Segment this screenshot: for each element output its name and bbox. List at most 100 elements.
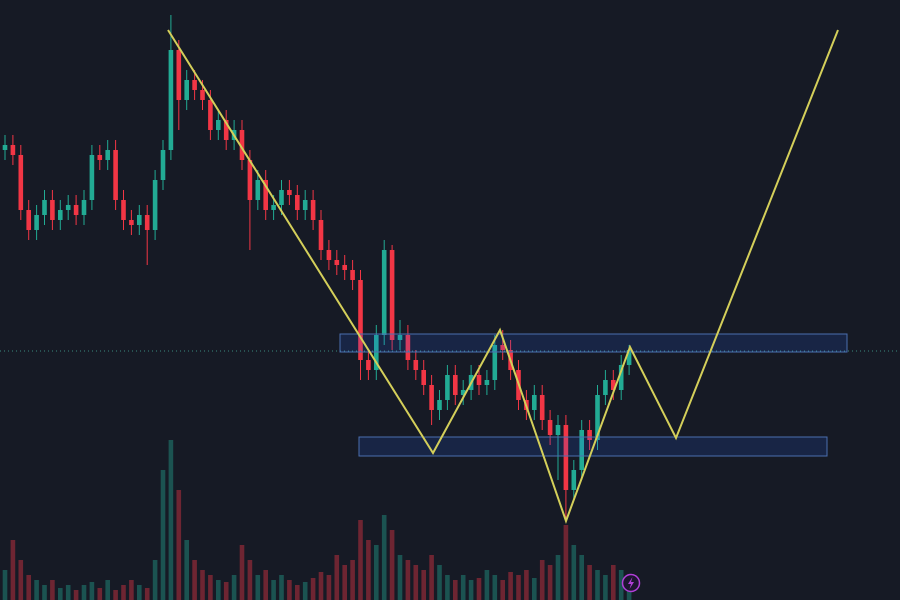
volume-bar — [144, 588, 150, 600]
volume-bar — [81, 585, 87, 600]
candle-body — [263, 180, 268, 210]
volume-bar — [137, 585, 142, 600]
volume-bar — [618, 570, 624, 600]
volume-bar — [484, 570, 490, 600]
candle-body — [26, 210, 31, 230]
candle-body — [413, 360, 419, 370]
volume-bar — [105, 580, 110, 600]
candle-body — [437, 400, 442, 410]
volume-bar — [192, 560, 197, 600]
volume-bar — [397, 555, 403, 600]
candle-body — [239, 130, 245, 160]
candle-body — [160, 150, 166, 180]
volume-bar — [10, 540, 16, 600]
volume-bar — [389, 530, 395, 600]
volume-bar — [508, 572, 513, 600]
candle-body — [500, 345, 505, 350]
candle-body — [389, 250, 395, 340]
candle-body — [58, 210, 63, 220]
candle-body — [326, 250, 332, 260]
volume-bar — [350, 560, 355, 600]
volume-bar — [58, 588, 63, 600]
volume-bar — [318, 572, 324, 600]
candle-body — [547, 420, 553, 435]
candle-body — [555, 425, 561, 435]
volume-bar — [532, 578, 537, 600]
candle-body — [405, 335, 411, 360]
candle-body — [579, 430, 584, 470]
volume-bar — [50, 580, 55, 600]
volume-bar — [358, 520, 363, 600]
candle-body — [73, 205, 79, 215]
candle-body — [358, 280, 363, 360]
candle-body — [350, 270, 355, 280]
candle-body — [295, 195, 300, 210]
volume-bar — [310, 578, 316, 600]
candle-body — [129, 220, 134, 225]
candle-body — [445, 375, 450, 400]
candle-body — [152, 180, 158, 230]
candle-body — [381, 250, 387, 335]
candle-body — [81, 200, 87, 215]
candle-body — [334, 260, 340, 265]
candle-body — [271, 205, 276, 210]
volume-bar — [113, 590, 118, 600]
candle-body — [144, 215, 150, 230]
volume-bar — [34, 580, 39, 600]
volume-bar — [168, 440, 174, 600]
volume-bar — [539, 560, 545, 600]
volume-bar — [208, 575, 213, 600]
candle-body — [453, 375, 458, 395]
candle-body — [476, 375, 482, 385]
candle-body — [18, 155, 24, 210]
volume-bar — [287, 580, 292, 600]
candle-body — [421, 370, 426, 385]
volume-bar — [263, 570, 268, 600]
lightning-icon[interactable] — [621, 573, 641, 593]
volume-bar — [216, 580, 221, 600]
candle-body — [184, 80, 189, 100]
volume-bar — [97, 588, 103, 600]
volume-bar — [334, 555, 340, 600]
candle-body — [137, 215, 142, 225]
candle-body — [200, 90, 205, 100]
volume-bar — [405, 560, 411, 600]
candle-body — [97, 155, 103, 160]
candle-body — [626, 350, 632, 365]
volume-bar — [445, 575, 450, 600]
candle-body — [216, 120, 221, 130]
candle-body — [65, 205, 71, 210]
candle-body — [113, 150, 118, 200]
volume-bar — [468, 580, 474, 600]
volume-bar — [611, 565, 616, 600]
volume-bar — [587, 565, 592, 600]
volume-bar — [223, 582, 229, 600]
volume-bar — [326, 575, 332, 600]
volume-bar — [460, 575, 466, 600]
candle-body — [42, 200, 47, 215]
volume-bar — [184, 540, 189, 600]
resistance-zone — [339, 333, 848, 353]
volume-bar — [421, 570, 426, 600]
volume-bar — [374, 545, 379, 600]
candle-body — [618, 365, 624, 390]
candle-body — [587, 430, 592, 440]
candle-body — [429, 385, 434, 410]
candle-body — [532, 395, 537, 410]
volume-bar — [129, 580, 134, 600]
candle-body — [603, 380, 608, 395]
volume-bar — [2, 570, 8, 600]
candle-body — [563, 425, 569, 490]
volume-bar — [500, 580, 505, 600]
volume-bar — [42, 585, 47, 600]
candle-body — [89, 155, 95, 200]
volume-bar — [547, 565, 553, 600]
candle-body — [484, 380, 490, 385]
candle-body — [595, 395, 600, 440]
volume-bar — [571, 545, 577, 600]
volume-bar — [26, 575, 31, 600]
candle-body — [105, 150, 110, 160]
zigzag-projection — [167, 29, 839, 524]
candle-body — [342, 265, 347, 270]
